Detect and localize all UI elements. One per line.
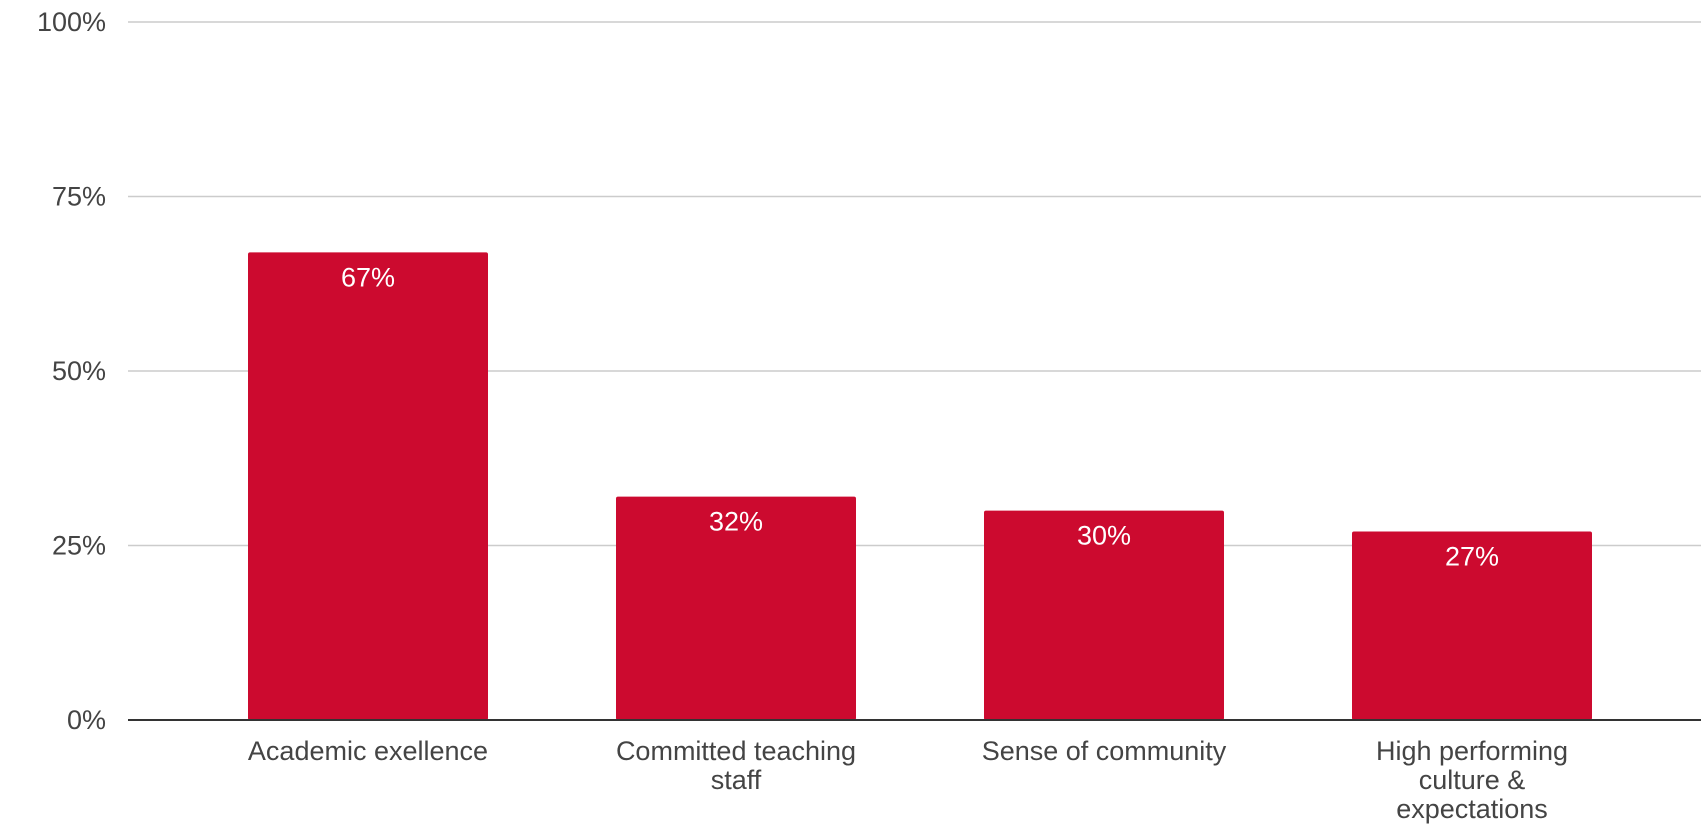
category-label-line: culture & — [1419, 765, 1526, 795]
y-tick-labels: 0% 25% 50% 75% 100% — [37, 7, 106, 735]
y-tick-label: 100% — [37, 7, 106, 37]
category-label-line: staff — [711, 765, 762, 795]
bar — [616, 496, 856, 720]
category-label: Academic exellence — [248, 736, 488, 766]
category-label-line: High performing — [1376, 736, 1568, 766]
bars — [248, 252, 1592, 720]
bar — [984, 510, 1224, 720]
category-label-line: Committed teaching — [616, 736, 856, 766]
category-labels: Academic exellence Committed teaching staf… — [248, 736, 1568, 824]
data-label: 32% — [709, 507, 763, 537]
bar — [1352, 531, 1592, 720]
category-label-line: expectations — [1396, 794, 1548, 824]
y-tick-label: 75% — [52, 182, 106, 212]
y-tick-label: 50% — [52, 356, 106, 386]
y-tick-label: 25% — [52, 531, 106, 561]
data-labels: 67% 32% 30% 27% — [341, 262, 1499, 571]
y-tick-label: 0% — [67, 705, 106, 735]
category-label-line: Sense of community — [982, 736, 1227, 766]
category-label: High performing culture & expectations — [1376, 736, 1568, 824]
category-label: Committed teaching staff — [616, 736, 856, 795]
data-label: 67% — [341, 262, 395, 292]
category-label: Sense of community — [982, 736, 1227, 766]
bar — [248, 252, 488, 720]
data-label: 27% — [1445, 542, 1499, 572]
category-label-line: Academic exellence — [248, 736, 488, 766]
data-label: 30% — [1077, 521, 1131, 551]
